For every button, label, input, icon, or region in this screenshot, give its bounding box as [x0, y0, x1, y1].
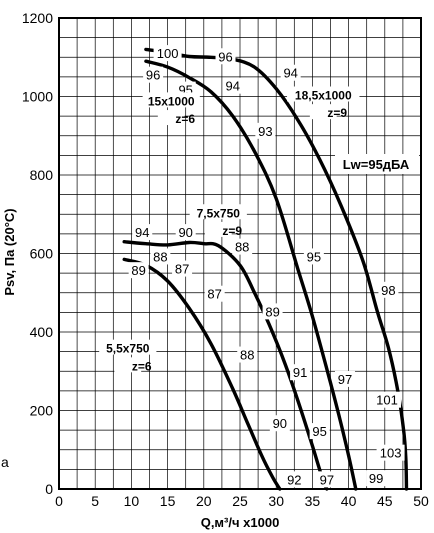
data-label-background [309, 423, 330, 440]
data-label: 96 [218, 49, 232, 64]
series-label-background [204, 221, 232, 237]
data-label: 94 [135, 225, 149, 240]
data-label: 99 [369, 471, 383, 486]
data-label-background [372, 391, 401, 408]
data-label-background [316, 471, 337, 488]
series-label-background [114, 357, 142, 373]
sound-power-annotation: Lw=95дБА [343, 157, 410, 172]
data-label: 88 [240, 348, 254, 363]
series-line-3 [122, 240, 329, 491]
series-label: z=6 [175, 112, 195, 126]
data-label-background [334, 370, 355, 387]
data-label: 95 [307, 249, 321, 264]
x-tick-label: 5 [91, 493, 99, 509]
data-label: 88 [153, 249, 167, 264]
y-tick-label: 400 [30, 324, 54, 340]
series-line-2 [144, 59, 358, 491]
data-label-background [132, 224, 153, 241]
series-label: 5,5x750 [106, 342, 150, 356]
y-axis-label: Psv, Па (20°C) [2, 208, 17, 295]
data-label: 98 [381, 283, 395, 298]
curve-name-labels: 18,5x1000 z=9 15x1000 z=6 7,5x750 z=9 5,5x750 z… [99, 86, 360, 373]
series-label-background [157, 110, 185, 126]
data-label: 95 [312, 424, 326, 439]
data-label: 94 [283, 66, 297, 81]
data-label-background [232, 238, 253, 255]
data-label-background [172, 260, 193, 277]
data-label-background [378, 281, 399, 298]
data-label: 93 [258, 124, 272, 139]
x-tick-label: 50 [413, 493, 429, 509]
stray-letter: a [1, 454, 9, 470]
x-tick-label: 40 [341, 493, 357, 509]
data-label: 87 [175, 262, 189, 277]
data-label-background [237, 346, 258, 363]
data-label: 91 [293, 365, 307, 380]
series-label: z=9 [327, 106, 347, 120]
data-label: 88 [235, 240, 249, 255]
data-label: 94 [226, 79, 240, 94]
y-tick-label: 1200 [22, 10, 53, 26]
series-label-background [142, 92, 200, 108]
y-tick-label: 600 [30, 246, 54, 262]
series-line-4 [122, 257, 282, 491]
data-label-background [255, 122, 276, 139]
data-label-background [204, 285, 225, 302]
data-label: 97 [338, 372, 352, 387]
data-label: 92 [287, 472, 301, 487]
x-axis-label: Q,м³/ч x1000 [201, 515, 280, 530]
series-label: 7,5x750 [197, 206, 241, 220]
x-tick-label: 20 [196, 493, 212, 509]
plot-frame [58, 17, 422, 490]
data-label-background [280, 64, 301, 81]
y-tick-label: 200 [30, 403, 54, 419]
data-label: 96 [146, 68, 160, 83]
x-tick-label: 30 [268, 493, 284, 509]
data-label: 90 [178, 225, 192, 240]
x-tick-label: 45 [377, 493, 393, 509]
series-label-background [287, 86, 360, 102]
data-label-background [215, 48, 236, 65]
data-label-background [150, 248, 171, 265]
data-label-background [376, 444, 405, 461]
data-label: 89 [131, 263, 145, 278]
data-label-background [284, 471, 305, 488]
series-label: z=6 [132, 359, 152, 373]
data-label-background [143, 66, 164, 83]
data-label-background [128, 262, 149, 279]
y-tick-label: 1000 [22, 89, 53, 105]
data-label-background [290, 364, 311, 381]
data-label: 89 [265, 304, 279, 319]
series-label: 18,5x1000 [295, 89, 352, 103]
series-label-background [189, 204, 247, 220]
data-label-background [269, 415, 290, 432]
data-label: 90 [273, 416, 287, 431]
data-label: 97 [320, 472, 334, 487]
data-label-background [366, 470, 387, 487]
series-label: z=9 [222, 224, 242, 238]
data-label: 100 [157, 46, 179, 61]
data-label-background [175, 224, 196, 241]
x-tick-label: 10 [124, 493, 140, 509]
series-label: 15x1000 [148, 94, 195, 108]
x-tick-label: 35 [305, 493, 321, 509]
y-tick-label: 800 [30, 167, 54, 183]
x-tick-label: 0 [55, 493, 63, 509]
series-label-background [309, 104, 337, 120]
data-label-background [262, 303, 283, 320]
series-label-background [99, 339, 157, 355]
x-tick-label: 25 [232, 493, 248, 509]
data-label: 101 [376, 393, 398, 408]
data-label-background [303, 248, 324, 265]
data-label-background [222, 77, 243, 94]
x-tick-label: 15 [160, 493, 176, 509]
data-label: 103 [380, 446, 402, 461]
y-tick-label: 0 [45, 481, 53, 497]
axis-tick-labels: 0 5 10 15 20 25 30 35 40 45 50 0 200 400 600 800 1000 120… [22, 10, 429, 509]
data-label-background [153, 45, 182, 62]
data-label: 87 [207, 287, 221, 302]
